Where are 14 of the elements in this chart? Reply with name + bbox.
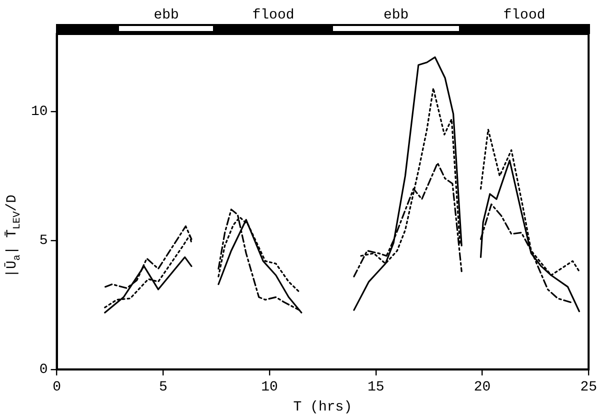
x-tick-label: 25 (580, 380, 598, 396)
x-tick-label: 0 (52, 380, 62, 396)
y-tick-label: 0 (39, 362, 48, 378)
y-tick-label: 5 (39, 233, 48, 250)
text: ebb (383, 8, 409, 24)
x-tick-label: 20 (474, 380, 491, 396)
text: ebb (154, 8, 179, 24)
x-tick-label: 15 (367, 380, 384, 396)
text: flood (252, 8, 294, 24)
text: flood (503, 8, 546, 24)
x-axis-title: T (hrs) (293, 399, 352, 416)
x-tick-label: 5 (158, 380, 168, 396)
x-tick-label: 10 (261, 380, 278, 396)
y-tick-label: 10 (30, 104, 48, 120)
